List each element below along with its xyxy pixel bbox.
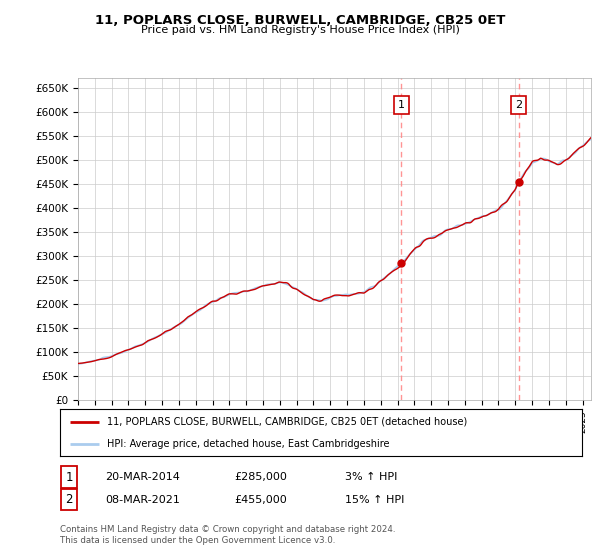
- Text: £455,000: £455,000: [234, 494, 287, 505]
- Text: Contains HM Land Registry data © Crown copyright and database right 2024.
This d: Contains HM Land Registry data © Crown c…: [60, 525, 395, 545]
- Text: HPI: Average price, detached house, East Cambridgeshire: HPI: Average price, detached house, East…: [107, 438, 389, 449]
- Text: 08-MAR-2021: 08-MAR-2021: [105, 494, 180, 505]
- Text: 2: 2: [65, 493, 73, 506]
- Text: Price paid vs. HM Land Registry's House Price Index (HPI): Price paid vs. HM Land Registry's House …: [140, 25, 460, 35]
- Text: 3% ↑ HPI: 3% ↑ HPI: [345, 472, 397, 482]
- Text: 1: 1: [65, 470, 73, 484]
- Text: £285,000: £285,000: [234, 472, 287, 482]
- Text: 15% ↑ HPI: 15% ↑ HPI: [345, 494, 404, 505]
- Text: 11, POPLARS CLOSE, BURWELL, CAMBRIDGE, CB25 0ET: 11, POPLARS CLOSE, BURWELL, CAMBRIDGE, C…: [95, 14, 505, 27]
- Text: 1: 1: [398, 100, 405, 110]
- Text: 2: 2: [515, 100, 522, 110]
- Text: 20-MAR-2014: 20-MAR-2014: [105, 472, 180, 482]
- Text: 11, POPLARS CLOSE, BURWELL, CAMBRIDGE, CB25 0ET (detached house): 11, POPLARS CLOSE, BURWELL, CAMBRIDGE, C…: [107, 417, 467, 427]
